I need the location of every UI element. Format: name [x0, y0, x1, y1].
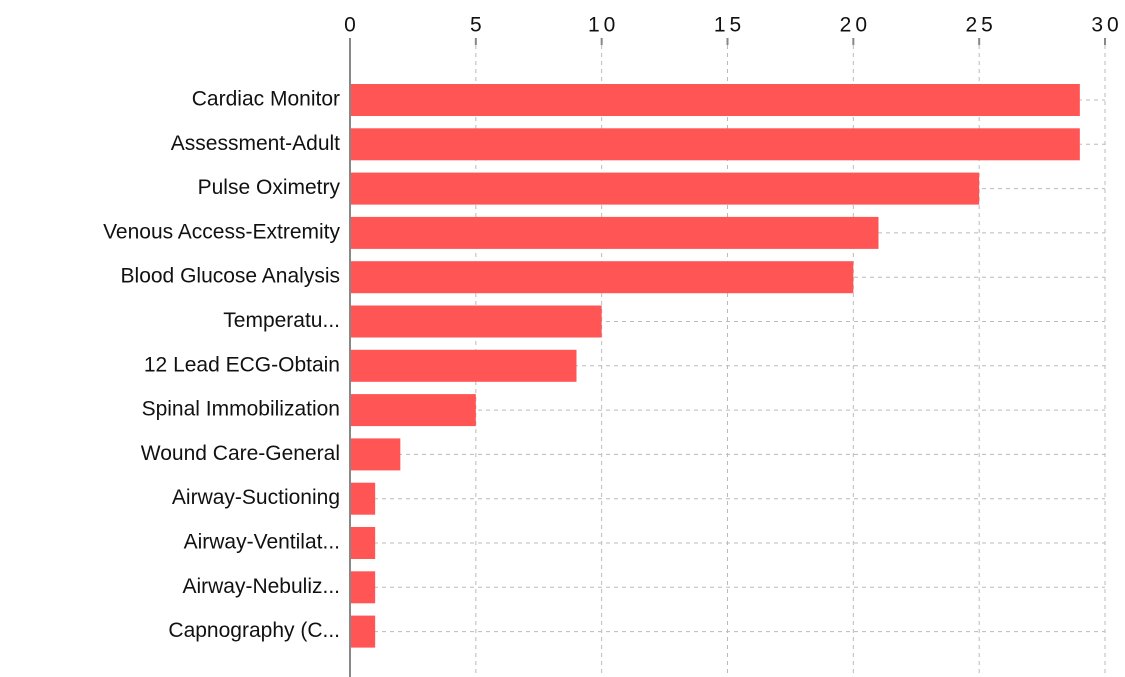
y-tick-label: Airway-Suctioning: [172, 486, 340, 509]
y-tick-label: Airway-Ventilat...: [184, 531, 340, 554]
x-tick-label: 0: [344, 14, 360, 37]
y-tick-label: Venous Access-Extremity: [103, 220, 340, 243]
y-tick-label: Wound Care-General: [141, 442, 340, 465]
bar: [350, 615, 376, 648]
x-tick-label: 30: [1091, 14, 1122, 37]
y-tick-label: Assessment-Adult: [171, 132, 340, 155]
x-tick-label: 25: [965, 14, 996, 37]
y-tick-label: Capnography (C...: [168, 619, 340, 642]
bar: [350, 216, 879, 249]
y-tick-label: Blood Glucose Analysis: [121, 265, 340, 288]
x-tick-label: 10: [588, 14, 619, 37]
bar: [350, 349, 577, 382]
bar: [350, 571, 376, 604]
bar: [350, 527, 376, 559]
y-tick-label: 12 Lead ECG-Obtain: [144, 353, 340, 376]
bar: [350, 261, 854, 294]
bar: [350, 172, 980, 205]
y-tick-label: Cardiac Monitor: [192, 88, 340, 111]
y-tick-label: Pulse Oximetry: [198, 176, 341, 199]
y-tick-label: Spinal Immobilization: [142, 398, 340, 421]
x-tick-label: 5: [470, 14, 486, 37]
bar: [350, 438, 401, 471]
bar: [350, 84, 1080, 116]
y-tick-label: Temperatu...: [223, 309, 340, 332]
y-tick-label: Airway-Nebuliz...: [182, 575, 340, 598]
x-tick-label: 15: [714, 14, 745, 37]
bar: [350, 305, 602, 338]
bar: [350, 394, 476, 427]
x-tick-label: 20: [840, 14, 871, 37]
bar: [350, 128, 1080, 161]
bar: [350, 482, 376, 515]
